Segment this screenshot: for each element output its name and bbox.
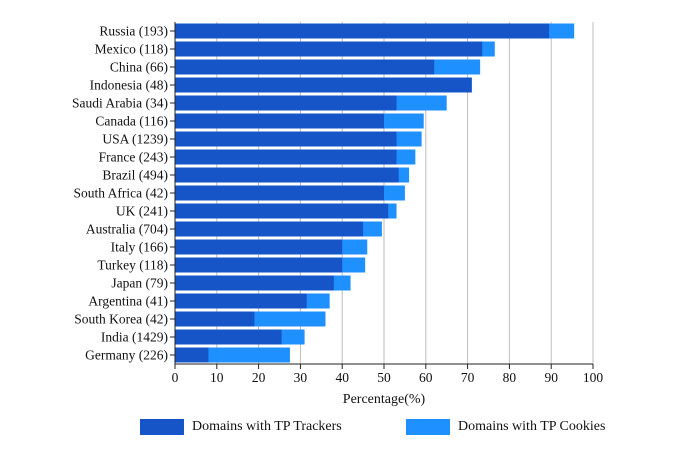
x-tick-label: 70 bbox=[461, 370, 475, 385]
x-axis-title: Percentage(%) bbox=[343, 392, 426, 407]
category-label: Turkey (118) bbox=[97, 258, 168, 273]
bar-trackers bbox=[175, 23, 550, 39]
bar-trackers bbox=[175, 293, 307, 309]
bar-trackers bbox=[175, 77, 472, 93]
category-label: USA (1239) bbox=[102, 132, 168, 147]
legend: Domains with TP Trackers Domains with TP… bbox=[0, 419, 699, 441]
axes bbox=[170, 22, 594, 369]
x-tick-label: 50 bbox=[377, 370, 391, 385]
x-tick-label: 20 bbox=[252, 370, 266, 385]
category-label: South Africa (42) bbox=[74, 186, 168, 201]
category-label: Italy (166) bbox=[111, 240, 168, 255]
x-tick-label: 40 bbox=[335, 370, 349, 385]
bar-trackers bbox=[175, 257, 343, 273]
category-label: Mexico (118) bbox=[95, 42, 168, 57]
category-label: UK (241) bbox=[116, 204, 168, 219]
bar-trackers bbox=[175, 131, 397, 147]
x-tick-label: 80 bbox=[503, 370, 517, 385]
category-label: Argentina (41) bbox=[88, 294, 168, 309]
legend-swatch-cookies bbox=[406, 419, 450, 435]
category-labels: Russia (193) Mexico (118) China (66) Indone… bbox=[72, 24, 168, 363]
x-tick-label: 30 bbox=[294, 370, 308, 385]
legend-label-trackers: Domains with TP Trackers bbox=[192, 419, 342, 434]
category-label: Germany (226) bbox=[85, 348, 168, 363]
bar-trackers bbox=[175, 275, 334, 291]
bar-trackers bbox=[175, 185, 384, 201]
bar-trackers bbox=[175, 59, 435, 75]
category-label: Russia (193) bbox=[99, 24, 168, 39]
legend-item-cookies: Domains with TP Cookies bbox=[406, 419, 605, 435]
x-tick-label: 90 bbox=[544, 370, 558, 385]
x-tick-label: 60 bbox=[419, 370, 433, 385]
bar-trackers bbox=[175, 347, 209, 363]
category-label: India (1429) bbox=[101, 330, 168, 345]
x-tick-label: 100 bbox=[583, 370, 604, 385]
category-label: China (66) bbox=[110, 60, 168, 75]
category-label: Japan (79) bbox=[111, 276, 168, 291]
bar-trackers bbox=[175, 41, 483, 57]
bar-trackers bbox=[175, 113, 384, 129]
x-tick-label: 0 bbox=[172, 370, 179, 385]
bar-trackers bbox=[175, 149, 397, 165]
bar-trackers bbox=[175, 311, 255, 327]
category-label: Brazil (494) bbox=[102, 168, 168, 183]
category-label: South Korea (42) bbox=[74, 312, 168, 327]
bar-trackers bbox=[175, 167, 399, 183]
x-tick-labels: 0 10 20 30 40 50 60 70 80 90 100 bbox=[172, 370, 604, 385]
category-label: Indonesia (48) bbox=[90, 78, 168, 93]
legend-swatch-trackers bbox=[140, 419, 184, 435]
bar-trackers bbox=[175, 221, 364, 237]
bars bbox=[175, 23, 575, 363]
category-label: Canada (116) bbox=[95, 114, 168, 129]
legend-label-cookies: Domains with TP Cookies bbox=[458, 419, 606, 434]
legend-item-trackers: Domains with TP Trackers bbox=[140, 419, 342, 435]
bar-trackers bbox=[175, 203, 389, 219]
category-label: Australia (704) bbox=[86, 222, 168, 237]
bar-trackers bbox=[175, 329, 282, 345]
category-label: France (243) bbox=[99, 150, 168, 165]
x-tick-label: 10 bbox=[210, 370, 224, 385]
bar-trackers bbox=[175, 95, 397, 111]
bar-trackers bbox=[175, 239, 343, 255]
category-label: Saudi Arabia (34) bbox=[72, 96, 168, 111]
